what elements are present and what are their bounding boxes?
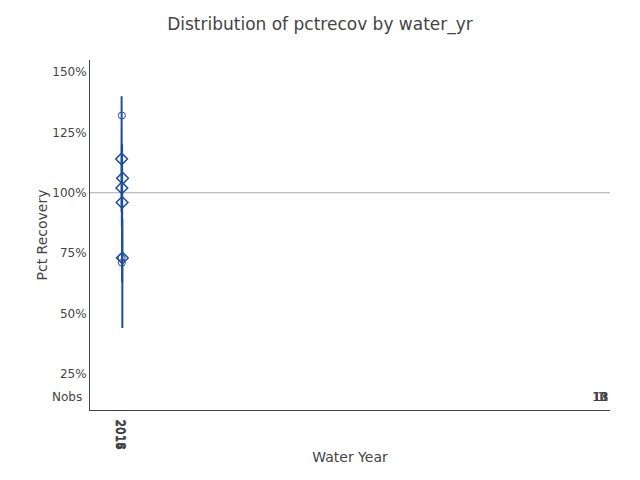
svg-text:Water Year: Water Year xyxy=(312,449,388,465)
svg-text:2015: 2015 xyxy=(113,419,127,450)
svg-text:2017: 2017 xyxy=(113,419,127,450)
svg-text:11: 11 xyxy=(593,390,608,404)
svg-text:Pct Recovery: Pct Recovery xyxy=(34,190,50,281)
svg-text:75%: 75% xyxy=(60,246,87,260)
svg-text:25%: 25% xyxy=(60,367,87,381)
svg-text:Distribution of pctrecov by wa: Distribution of pctrecov by water_yr xyxy=(167,14,473,35)
svg-text:2016: 2016 xyxy=(113,419,127,450)
svg-text:18: 18 xyxy=(593,390,608,404)
svg-text:10: 10 xyxy=(592,390,607,404)
svg-text:1: 1 xyxy=(597,390,605,404)
svg-text:100%: 100% xyxy=(52,186,86,200)
svg-text:2018: 2018 xyxy=(114,419,128,450)
svg-text:50%: 50% xyxy=(60,307,87,321)
svg-text:2014: 2014 xyxy=(113,419,127,450)
svg-text:125%: 125% xyxy=(52,126,86,140)
svg-text:13: 13 xyxy=(593,390,608,404)
svg-text:Nobs: Nobs xyxy=(52,390,82,404)
svg-text:150%: 150% xyxy=(52,65,86,79)
